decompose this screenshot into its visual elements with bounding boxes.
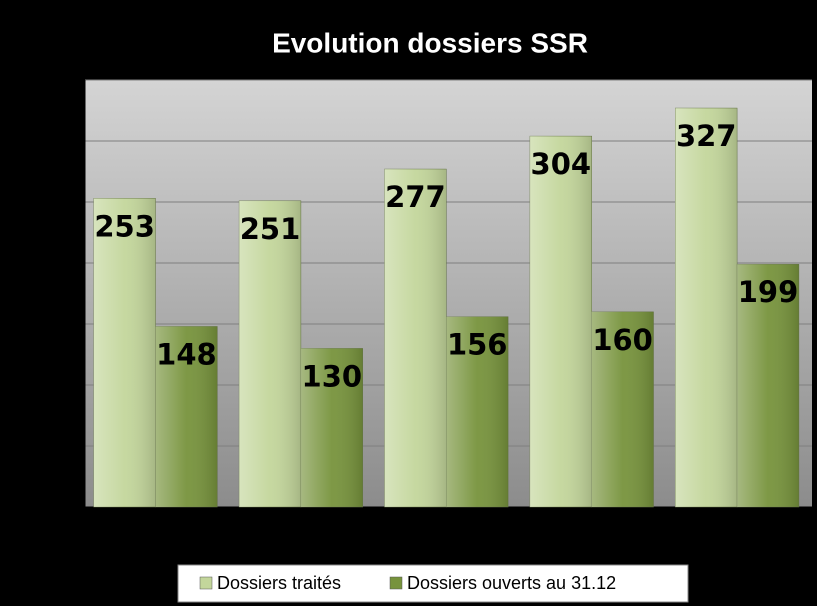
bar bbox=[238, 200, 302, 508]
bar bbox=[93, 198, 156, 508]
bar bbox=[384, 168, 447, 508]
x-tick-label: 2010 bbox=[291, 518, 315, 530]
y-axis-label: Nombre bbox=[22, 259, 34, 301]
data-label: 156 bbox=[447, 328, 508, 362]
y-tick-label: 200 bbox=[53, 255, 73, 269]
data-label: 304 bbox=[531, 147, 592, 181]
y-tick-label: 0 bbox=[66, 499, 73, 513]
data-label: 253 bbox=[94, 209, 155, 243]
x-tick-label: 2009 bbox=[145, 518, 169, 530]
x-tick-label: 2012 bbox=[582, 518, 606, 530]
bar bbox=[529, 135, 592, 508]
y-tick-label: 50 bbox=[60, 438, 74, 452]
x-tick-label: 2013 bbox=[727, 518, 751, 530]
legend-marker bbox=[389, 576, 403, 590]
legend bbox=[177, 564, 689, 603]
x-axis-label: Années bbox=[428, 541, 468, 553]
y-tick-label: 350 bbox=[53, 72, 73, 86]
x-tick-label: 2011 bbox=[437, 518, 461, 530]
data-label: 277 bbox=[385, 180, 446, 214]
chart-title: Evolution dossiers SSR bbox=[272, 27, 588, 58]
data-label: 130 bbox=[302, 359, 363, 393]
y-tick-label: 150 bbox=[53, 316, 73, 330]
data-label: 251 bbox=[240, 212, 301, 246]
legend-label: Dossiers ouverts au 31.12 bbox=[407, 573, 616, 593]
data-label: 327 bbox=[676, 119, 737, 153]
legend-label: Dossiers traités bbox=[217, 573, 341, 593]
legend-marker bbox=[199, 576, 213, 590]
data-label: 148 bbox=[156, 337, 217, 371]
y-tick-label: 250 bbox=[53, 194, 73, 208]
y-tick-label: 300 bbox=[53, 133, 73, 147]
data-label: 199 bbox=[738, 275, 799, 309]
data-label: 160 bbox=[592, 323, 653, 357]
y-tick-label: 100 bbox=[53, 377, 73, 391]
bar bbox=[675, 107, 738, 508]
